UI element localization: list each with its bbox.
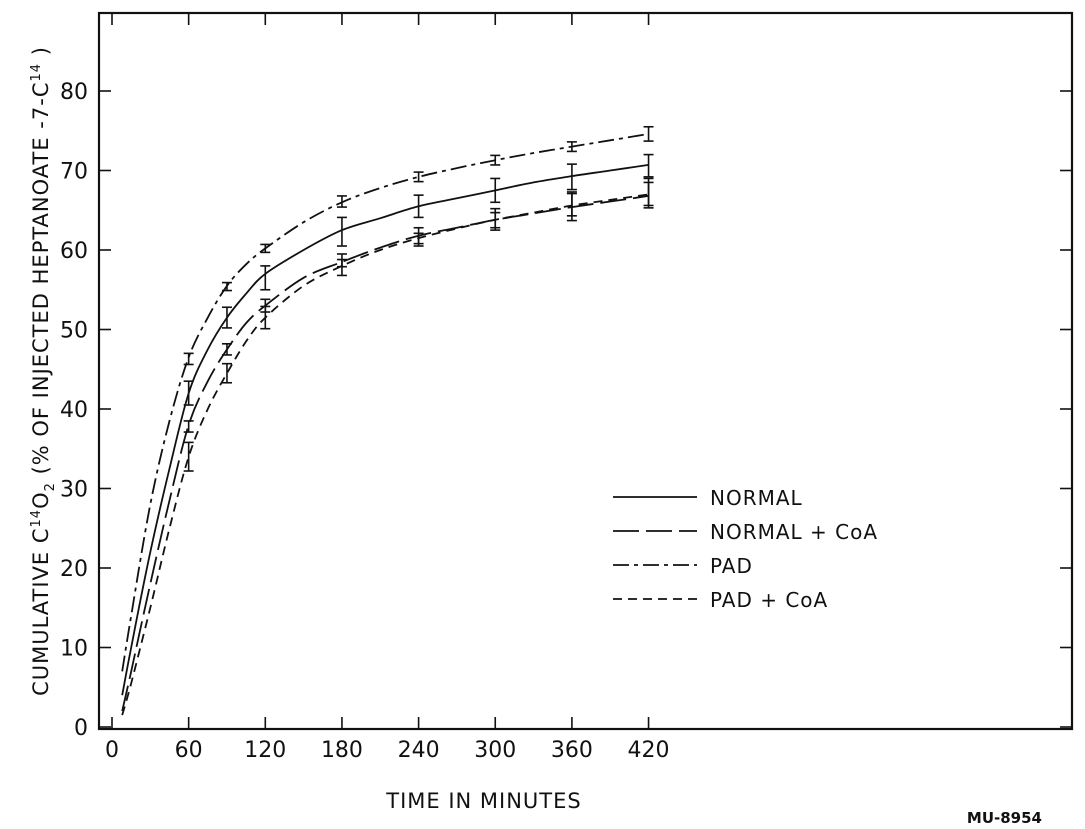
x-tick-label: 120 xyxy=(244,738,286,763)
error-bar xyxy=(183,420,194,433)
series-line xyxy=(121,133,649,672)
y-tick-label: 70 xyxy=(60,160,88,185)
error-bar xyxy=(643,181,654,209)
error-bar xyxy=(260,243,271,254)
error-bar xyxy=(566,163,577,191)
y-tick-label: 10 xyxy=(60,637,88,662)
error-bar xyxy=(643,125,654,142)
series-line xyxy=(121,193,649,716)
error-bar xyxy=(490,211,501,231)
y-tick-label: 50 xyxy=(60,319,88,344)
legend-label: NORMAL xyxy=(710,486,803,510)
axis-ticks xyxy=(99,13,1072,729)
axis-tick-labels: 0 60 120 180 240 300 360 420 0 10 20 30 40 50 60 70 80 xyxy=(60,80,670,763)
error-bar xyxy=(221,362,232,384)
error-bar xyxy=(221,306,232,329)
y-tick-label: 40 xyxy=(60,398,88,423)
error-bar xyxy=(566,141,577,153)
figure-id: MU-8954 xyxy=(967,809,1042,827)
error-bars-group xyxy=(183,125,654,472)
plot-frame xyxy=(97,11,1074,731)
error-bar xyxy=(336,216,347,247)
y-tick-label: 30 xyxy=(60,478,88,503)
error-bar xyxy=(183,380,194,406)
y-tick-label: 20 xyxy=(60,557,88,582)
legend-label: PAD xyxy=(710,554,753,578)
series-line xyxy=(121,195,649,712)
x-tick-label: 60 xyxy=(175,738,203,763)
x-tick-label: 360 xyxy=(551,738,593,763)
error-bar xyxy=(260,265,271,291)
error-bar xyxy=(413,194,424,219)
y-tick-label: 60 xyxy=(60,239,88,264)
x-axis-label: TIME IN MINUTES xyxy=(385,789,581,813)
error-bar xyxy=(490,154,501,166)
error-bar xyxy=(413,171,424,183)
x-tick-label: 300 xyxy=(474,738,516,763)
error-bar xyxy=(221,281,232,292)
legend-label: NORMAL + CoA xyxy=(710,520,878,544)
legend: NORMAL NORMAL + CoA PAD PAD + CoA xyxy=(613,486,878,612)
error-bar xyxy=(566,192,577,222)
x-tick-label: 180 xyxy=(321,738,363,763)
legend-label: PAD + CoA xyxy=(710,588,828,612)
series-line xyxy=(121,164,649,696)
error-bar xyxy=(643,153,654,178)
y-tick-label: 0 xyxy=(74,716,88,741)
error-bar xyxy=(260,305,271,330)
error-bar xyxy=(336,195,347,208)
y-axis-label: CUMULATIVE C14O2 (% OF INJECTED HEPTANOA… xyxy=(29,46,58,696)
error-bar xyxy=(221,343,232,356)
x-tick-label: 420 xyxy=(628,738,670,763)
y-tick-label: 80 xyxy=(60,80,88,105)
x-tick-label: 240 xyxy=(398,738,440,763)
error-bar xyxy=(413,232,424,247)
error-bar xyxy=(183,441,194,472)
series-group xyxy=(121,133,649,716)
error-bar xyxy=(490,177,501,204)
x-tick-label: 0 xyxy=(105,738,119,763)
error-bar xyxy=(336,258,347,277)
error-bar xyxy=(183,352,194,366)
